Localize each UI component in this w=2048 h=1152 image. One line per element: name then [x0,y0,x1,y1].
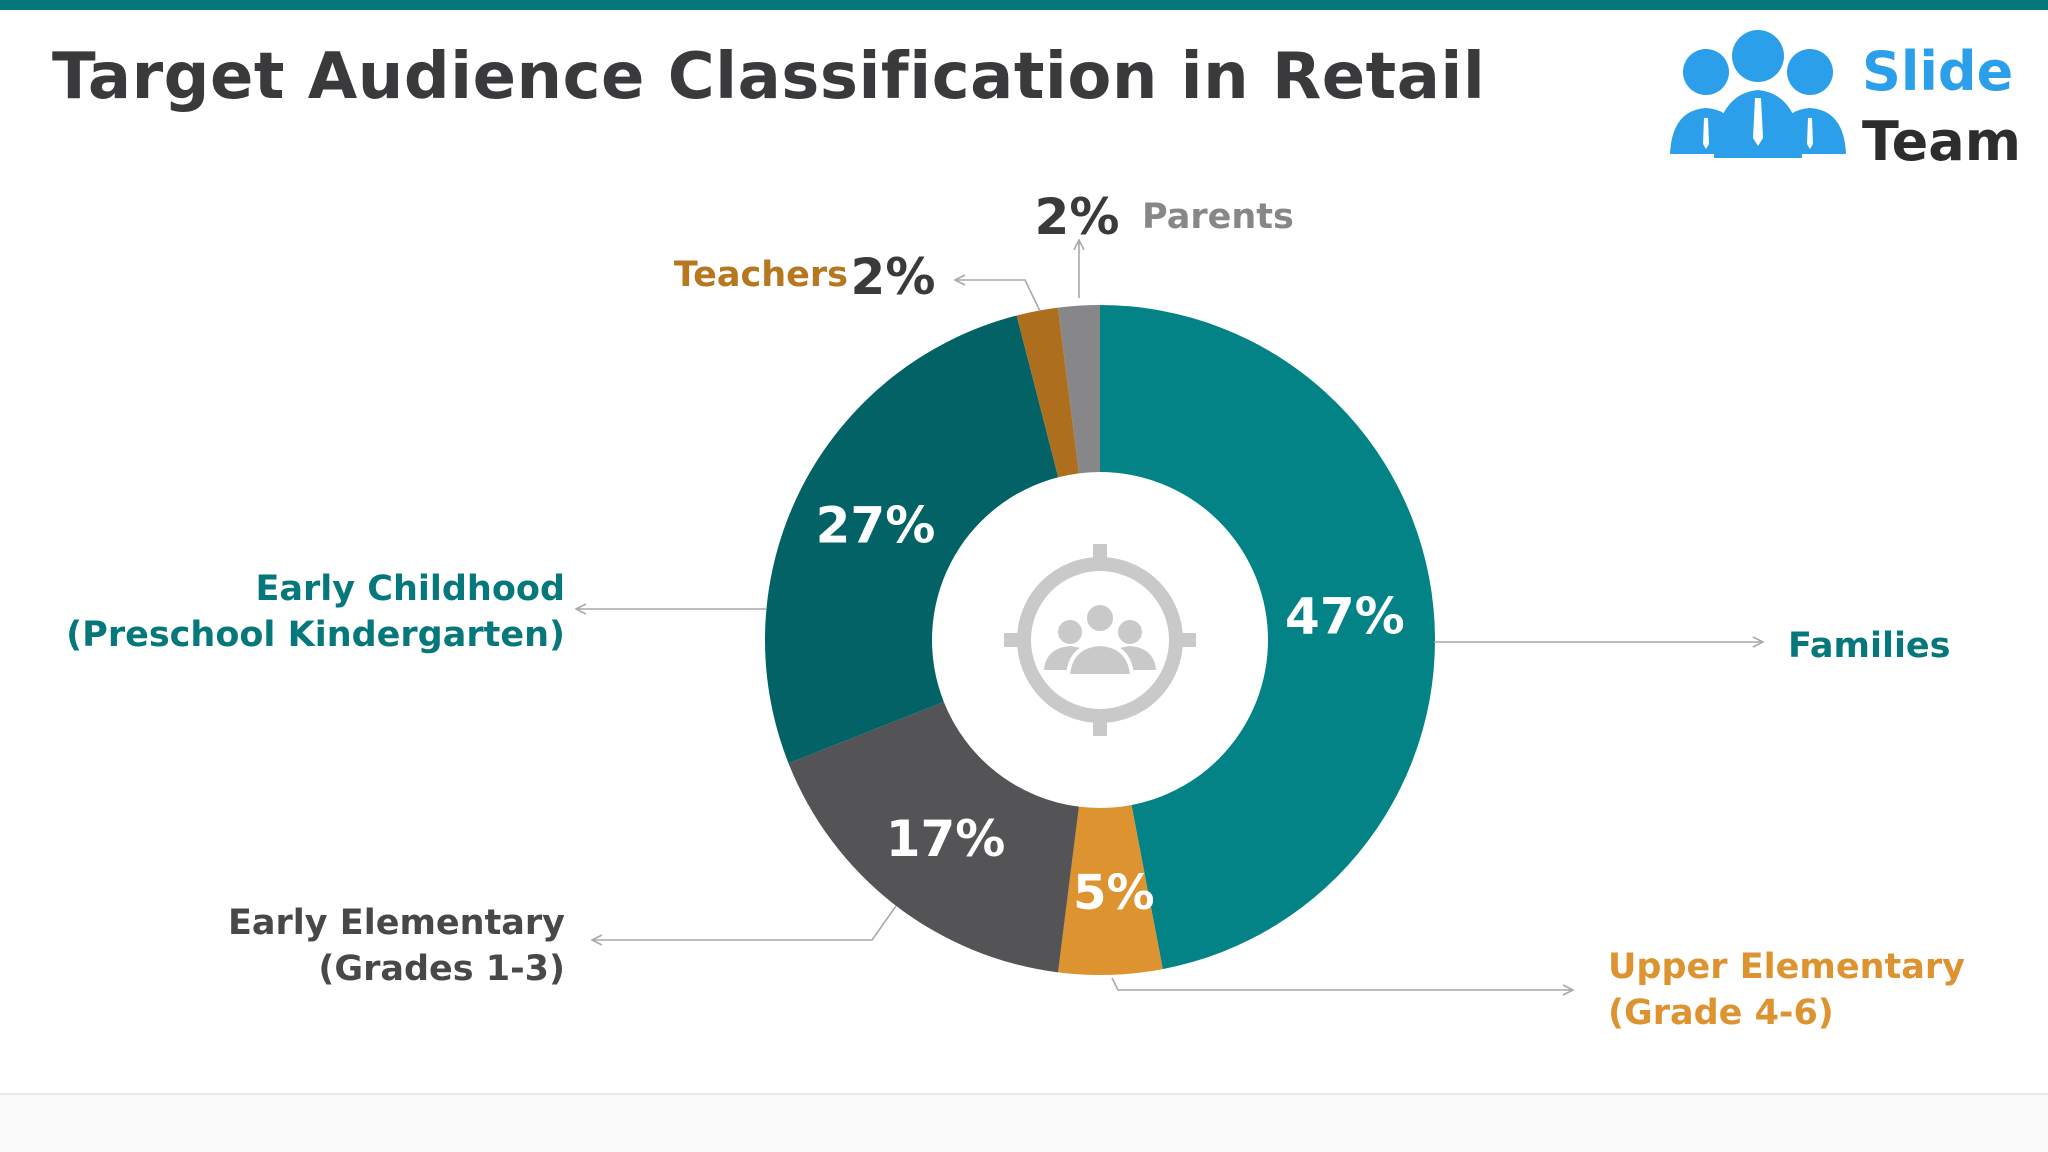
slice-parents [1058,305,1100,474]
category-label: Families [1788,626,1951,666]
category-label: Parents [1142,197,1294,237]
category-label: Teachers [674,255,848,295]
leader-line [955,280,1041,312]
slice-families [1100,305,1435,970]
logo-word-slide: Slide [1862,40,2013,103]
slice-teachers [1016,307,1079,478]
footer-divider [0,1093,2048,1095]
value-label: 47% [1285,587,1405,645]
value-label: 5% [1073,865,1155,921]
value-label: 27% [816,497,936,555]
category-label: Early Elementary (Grades 1-3) [228,903,565,989]
value-label: 17% [886,810,1006,868]
slice-upper-elementary-grade-4-6 [1058,805,1163,975]
logo-word-team: Team [1862,110,2021,173]
leader-line [592,905,897,940]
people-logo-icon [1670,30,1846,158]
slice-early-elementary-grades-1-3 [788,701,1079,973]
top-accent-bar [0,0,2048,10]
category-label: Upper Elementary (Grade 4-6) [1608,947,1965,1033]
value-label: 2% [1035,188,1120,246]
slice-early-childhood-preschool-kindergarten [765,315,1059,764]
slideteam-logo: Slide Team [1670,30,2021,173]
category-label: Early Childhood (Preschool Kindergarten) [66,569,565,655]
value-label: 2% [851,248,936,306]
footer-band [0,1095,2048,1152]
target-audience-icon [1004,544,1196,736]
leader-line [1111,977,1573,990]
page-title: Target Audience Classification in Retail [52,40,1486,114]
